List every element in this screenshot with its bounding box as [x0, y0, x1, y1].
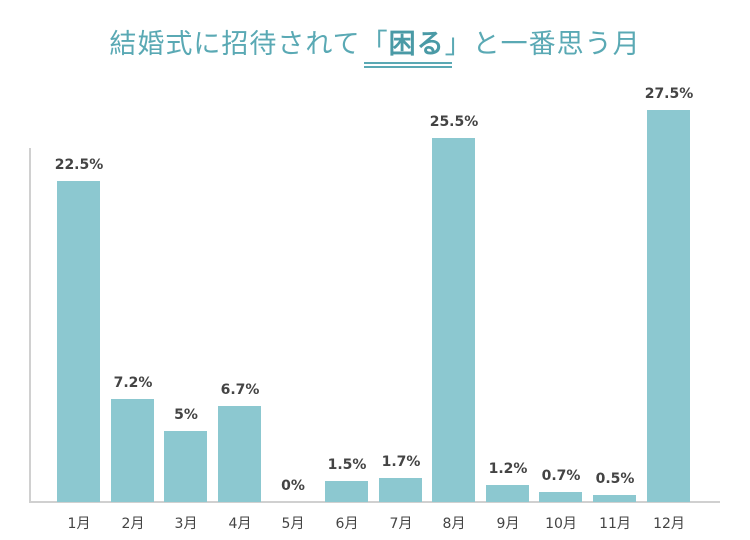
bar	[539, 492, 582, 502]
bar-value-label: 1.5%	[327, 457, 367, 473]
bar	[486, 485, 529, 502]
bar	[593, 495, 636, 502]
x-axis	[29, 501, 720, 503]
x-tick-label: 7月	[389, 516, 413, 532]
y-axis	[29, 148, 31, 503]
bar-value-label: 5%	[174, 407, 198, 423]
x-tick-label: 11月	[599, 516, 631, 532]
x-tick-label: 4月	[228, 516, 252, 532]
bar-value-label: 27.5%	[644, 86, 694, 102]
title-text-end: 」と一番思う月	[444, 29, 641, 60]
x-tick-label: 5月	[281, 516, 305, 532]
bar-value-label: 1.2%	[488, 461, 528, 477]
bar	[111, 399, 154, 502]
bar-value-label: 22.5%	[54, 157, 104, 173]
title-text: 結婚式に招待されて「	[109, 29, 389, 60]
bar-value-label: 1.7%	[381, 454, 421, 470]
chart-title: 結婚式に招待されて「困る」と一番思う月	[0, 22, 750, 61]
bar	[379, 478, 422, 502]
bar-value-label: 0.7%	[541, 468, 581, 484]
bar	[325, 481, 368, 502]
x-tick-label: 6月	[335, 516, 359, 532]
bar	[57, 181, 100, 502]
bar	[647, 110, 690, 502]
title-emphasis: 困る	[388, 29, 445, 60]
x-tick-label: 12月	[653, 516, 685, 532]
bar	[432, 138, 475, 502]
x-tick-label: 10月	[545, 516, 577, 532]
bar	[218, 406, 261, 502]
x-tick-label: 9月	[496, 516, 520, 532]
bar	[164, 431, 207, 502]
bar-value-label: 0.5%	[595, 471, 635, 487]
x-tick-label: 1月	[67, 516, 91, 532]
x-tick-label: 2月	[121, 516, 145, 532]
bar-value-label: 6.7%	[220, 382, 260, 398]
bar-value-label: 7.2%	[113, 375, 153, 391]
x-tick-label: 8月	[442, 516, 466, 532]
x-tick-label: 3月	[174, 516, 198, 532]
bar-value-label: 0%	[281, 478, 305, 494]
bar-value-label: 25.5%	[429, 114, 479, 130]
title-underline	[364, 62, 452, 68]
